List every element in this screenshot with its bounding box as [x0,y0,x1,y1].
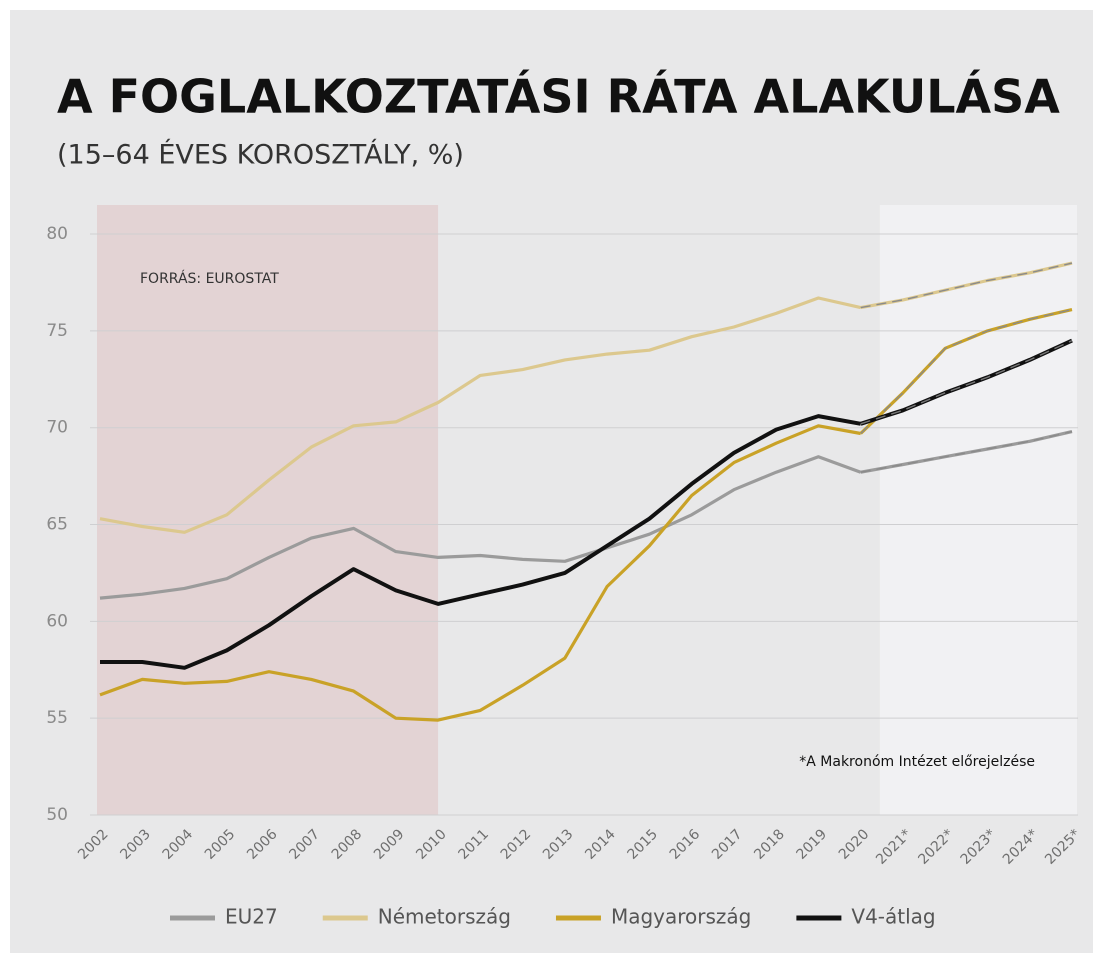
series-line [100,414,862,670]
forecast-note: *A Makronóm Intézet előrejelzése [799,754,1035,770]
legend-label: Németország [378,905,511,929]
y-tick-label: 60 [46,611,68,631]
series-line [99,296,862,534]
forecast-dash [860,339,1073,425]
legend-label: V4-átlag [851,905,935,929]
y-tick-label: 55 [46,708,68,728]
source-note: FORRÁS: EUROSTAT [140,270,279,287]
legend-label: EU27 [225,905,278,929]
y-tick-label: 50 [46,805,68,825]
forecast-dash [860,308,1073,435]
forecast-dash [860,262,1073,309]
chart-title: A FOGLALKOZTATÁSI RÁTA ALAKULÁSA [57,70,1060,124]
chart-subtitle: (15–64 ÉVES KOROSZTÁLY, %) [57,139,464,171]
y-tick-label: 65 [46,515,68,535]
forecast-dash [860,430,1073,473]
y-tick-label: 80 [46,224,68,244]
series-line [99,455,862,600]
y-tick-label: 70 [46,418,68,438]
legend-label: Magyarország [611,905,751,929]
highlight-band [97,205,439,815]
series-line [99,424,861,722]
forecast-band [879,205,1077,815]
y-tick-label: 75 [46,321,68,341]
